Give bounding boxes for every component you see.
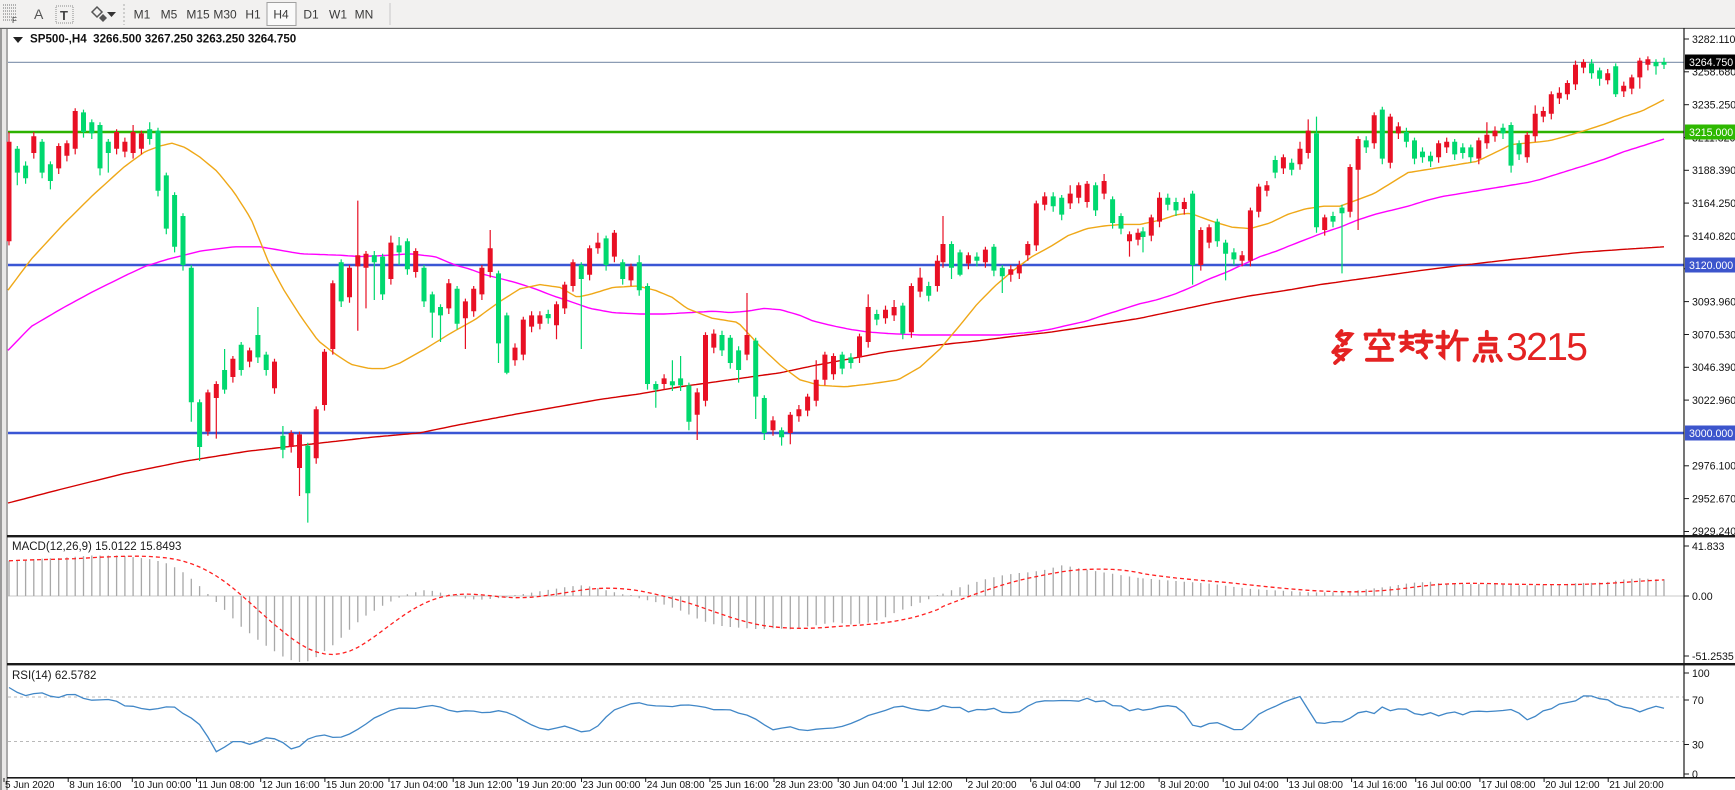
- svg-text:3215.000: 3215.000: [1689, 127, 1733, 139]
- svg-text:2 Jul 20:00: 2 Jul 20:00: [968, 780, 1017, 790]
- svg-text:21 Jul 20:00: 21 Jul 20:00: [1609, 780, 1664, 790]
- svg-text:3264.750: 3264.750: [1689, 57, 1733, 69]
- svg-text:0: 0: [1692, 769, 1698, 781]
- svg-text:T: T: [60, 8, 68, 23]
- svg-text:12 Jun 16:00: 12 Jun 16:00: [262, 780, 320, 790]
- svg-text:8 Jul 20:00: 8 Jul 20:00: [1160, 780, 1209, 790]
- svg-text:19 Jun 20:00: 19 Jun 20:00: [518, 780, 576, 790]
- svg-text:M5: M5: [161, 8, 178, 22]
- svg-text:3258.680: 3258.680: [1692, 67, 1735, 79]
- svg-text:70: 70: [1692, 695, 1704, 707]
- svg-text:3070.530: 3070.530: [1692, 329, 1735, 341]
- svg-text:41.833: 41.833: [1692, 541, 1725, 553]
- svg-text:17 Jul 08:00: 17 Jul 08:00: [1481, 780, 1536, 790]
- svg-text:2952.670: 2952.670: [1692, 493, 1735, 505]
- svg-text:23 Jun 00:00: 23 Jun 00:00: [583, 780, 641, 790]
- svg-text:15 Jun 20:00: 15 Jun 20:00: [326, 780, 384, 790]
- svg-text:16 Jul 00:00: 16 Jul 00:00: [1417, 780, 1472, 790]
- svg-text:13 Jul 08:00: 13 Jul 08:00: [1288, 780, 1343, 790]
- svg-text:M30: M30: [213, 8, 237, 22]
- svg-text:H1: H1: [245, 8, 261, 22]
- svg-text:2929.240: 2929.240: [1692, 526, 1735, 538]
- svg-text:3120.000: 3120.000: [1689, 260, 1733, 272]
- svg-text:RSI(14) 62.5782: RSI(14) 62.5782: [12, 670, 96, 682]
- svg-text:25 Jun 16:00: 25 Jun 16:00: [711, 780, 769, 790]
- svg-text:6 Jul 04:00: 6 Jul 04:00: [1032, 780, 1081, 790]
- svg-text:10 Jun 00:00: 10 Jun 00:00: [133, 780, 191, 790]
- svg-text:30 Jun 04:00: 30 Jun 04:00: [839, 780, 897, 790]
- svg-text:24 Jun 08:00: 24 Jun 08:00: [647, 780, 705, 790]
- svg-text:SP500-,H4 3266.500 3267.250 3: SP500-,H4 3266.500 3267.250 3263.250 326…: [30, 33, 296, 46]
- svg-text:7 Jul 12:00: 7 Jul 12:00: [1096, 780, 1145, 790]
- svg-text:D1: D1: [303, 8, 319, 22]
- svg-text:2976.100: 2976.100: [1692, 461, 1735, 473]
- svg-text:1 Jul 12:00: 1 Jul 12:00: [903, 780, 952, 790]
- svg-text:3093.960: 3093.960: [1692, 296, 1735, 308]
- svg-text:18 Jun 12:00: 18 Jun 12:00: [454, 780, 512, 790]
- svg-text:W1: W1: [329, 8, 347, 22]
- svg-text:MACD(12,26,9) 15.0122 15.8493: MACD(12,26,9) 15.0122 15.8493: [12, 541, 181, 553]
- svg-text:3164.250: 3164.250: [1692, 198, 1735, 210]
- svg-text:5 Jun 2020: 5 Jun 2020: [5, 780, 55, 790]
- svg-text:17 Jun 04:00: 17 Jun 04:00: [390, 780, 448, 790]
- svg-text:A: A: [34, 6, 44, 22]
- svg-text:-51.2535: -51.2535: [1692, 651, 1734, 663]
- svg-text:3282.110: 3282.110: [1692, 34, 1735, 46]
- svg-text:100: 100: [1692, 668, 1710, 680]
- svg-text:M15: M15: [186, 8, 210, 22]
- svg-text:10 Jul 04:00: 10 Jul 04:00: [1224, 780, 1279, 790]
- svg-text:3215: 3215: [1506, 326, 1588, 369]
- svg-text:3188.390: 3188.390: [1692, 165, 1735, 177]
- svg-text:28 Jun 23:00: 28 Jun 23:00: [775, 780, 833, 790]
- svg-text:30: 30: [1692, 739, 1704, 751]
- svg-text:8 Jun 16:00: 8 Jun 16:00: [69, 780, 122, 790]
- svg-text:MN: MN: [355, 8, 374, 22]
- svg-text:3140.820: 3140.820: [1692, 231, 1735, 243]
- svg-text:3235.250: 3235.250: [1692, 100, 1735, 112]
- svg-text:3022.960: 3022.960: [1692, 395, 1735, 407]
- svg-text:3000.000: 3000.000: [1689, 428, 1733, 440]
- svg-text:14 Jul 16:00: 14 Jul 16:00: [1353, 780, 1408, 790]
- svg-text:F: F: [12, 16, 17, 25]
- svg-text:20 Jul 12:00: 20 Jul 12:00: [1545, 780, 1600, 790]
- svg-text:H4: H4: [273, 8, 289, 22]
- svg-text:11 Jun 08:00: 11 Jun 08:00: [198, 780, 256, 790]
- svg-text:3046.390: 3046.390: [1692, 362, 1735, 374]
- svg-text:M1: M1: [134, 8, 151, 22]
- svg-text:0.00: 0.00: [1692, 591, 1713, 603]
